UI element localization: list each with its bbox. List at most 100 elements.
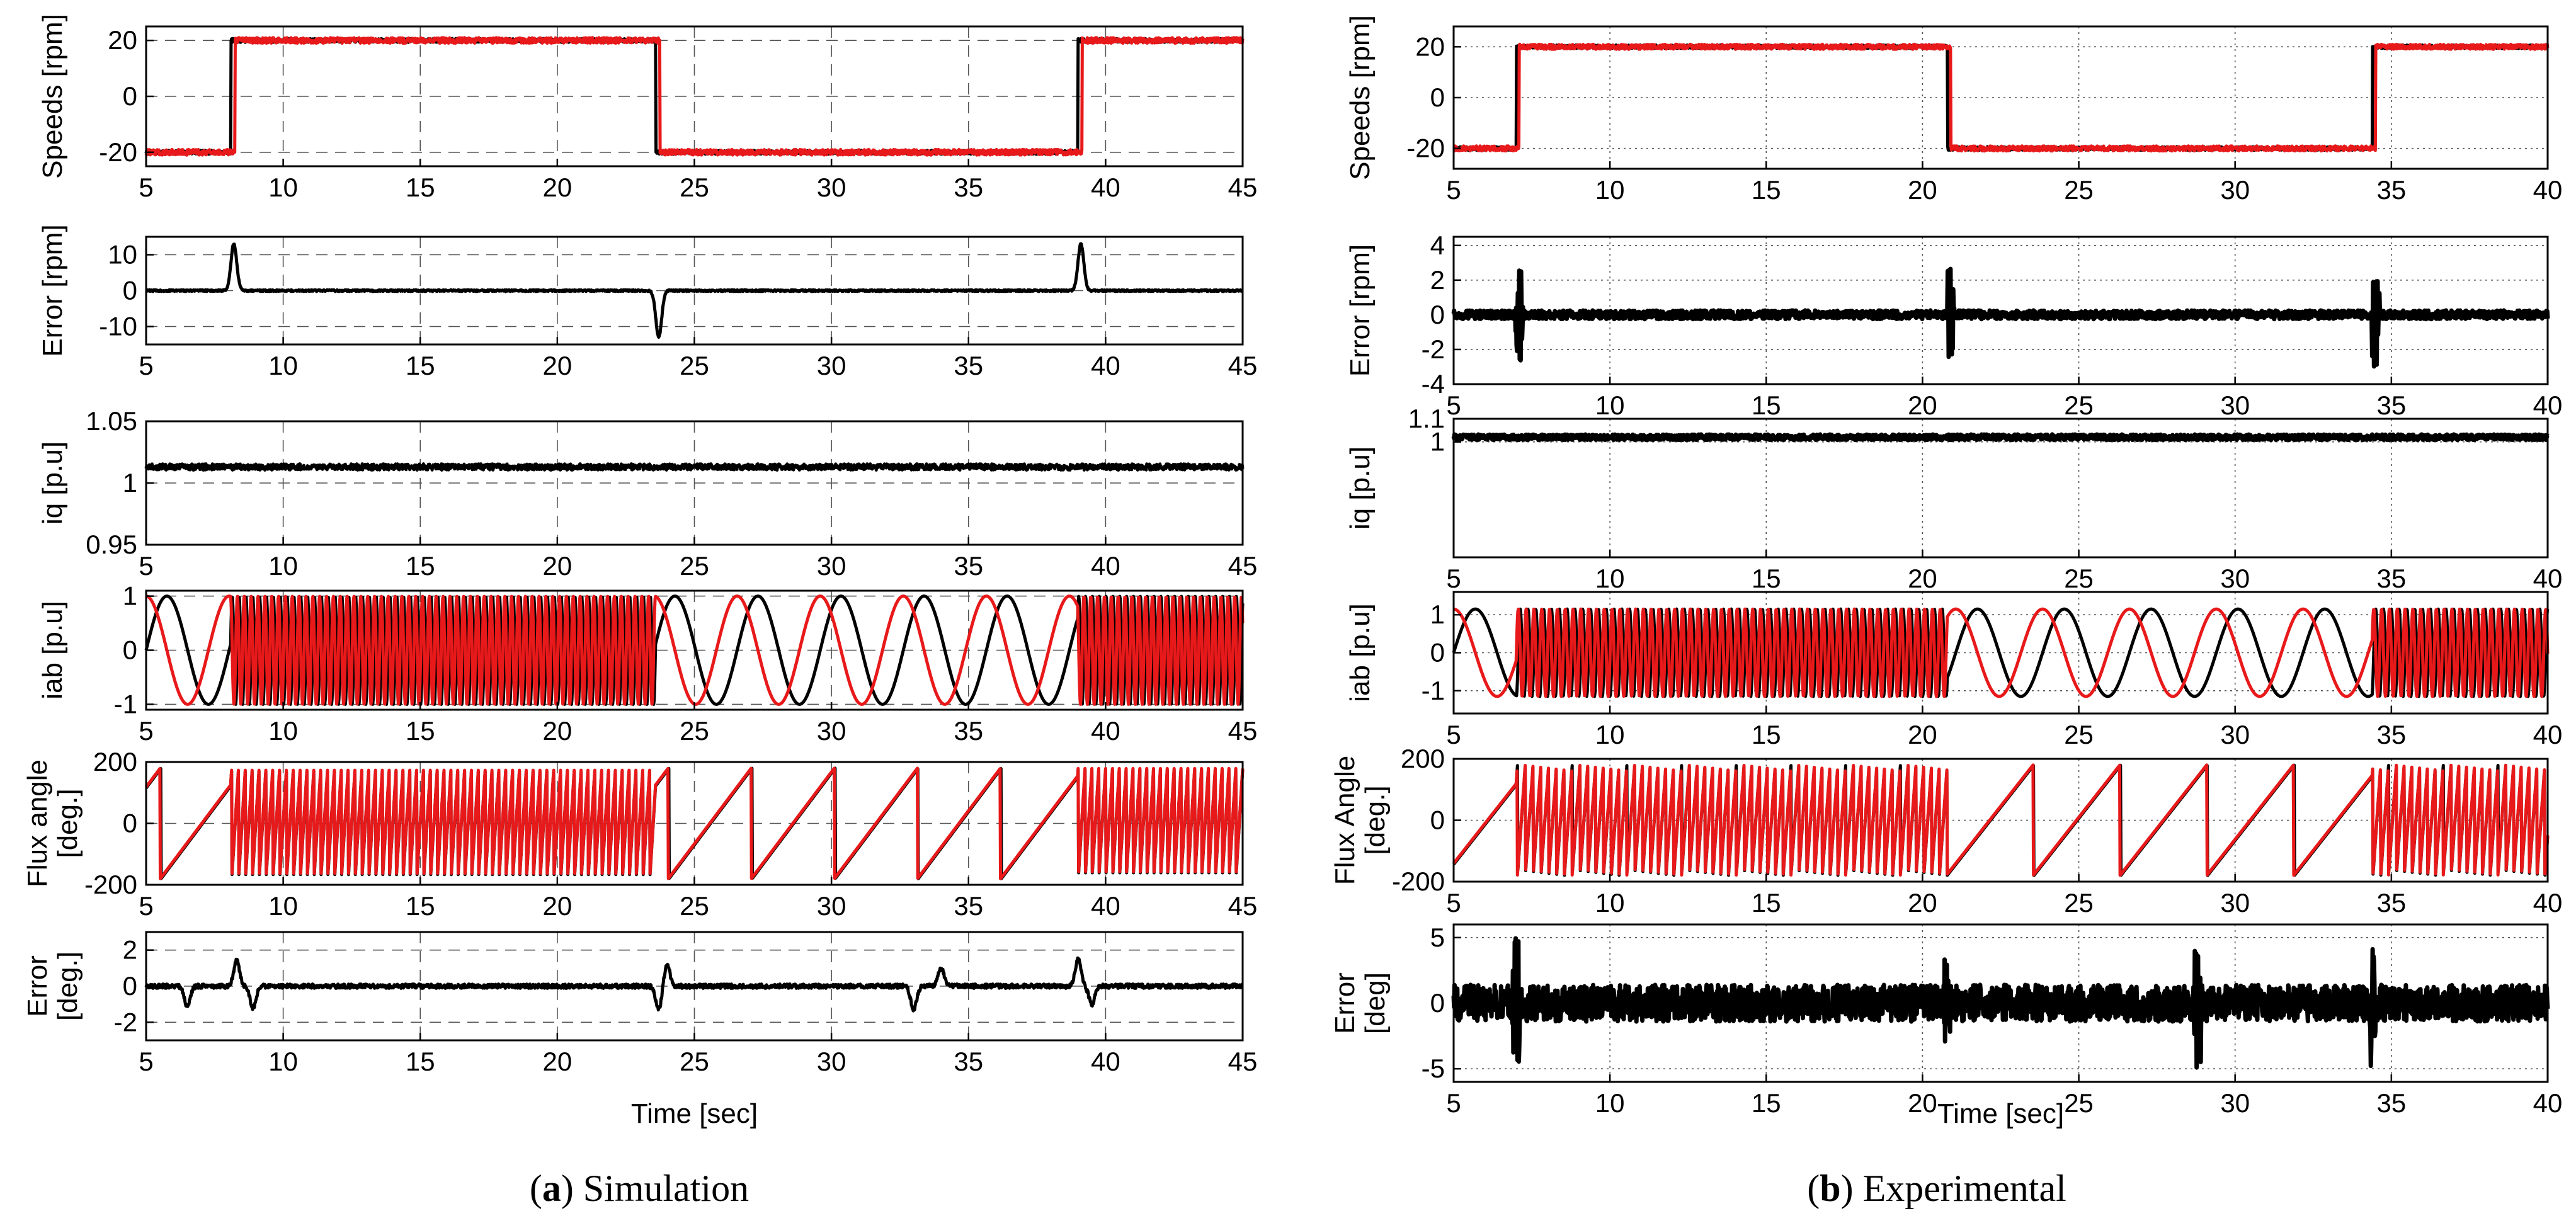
tick-label-x: 30 (817, 891, 846, 921)
y-axis-label: [deg] (1360, 972, 1391, 1034)
tick-label-x: 5 (1446, 888, 1461, 918)
tick-label-x: 15 (406, 891, 435, 921)
tick-label-x: 25 (680, 173, 709, 202)
tick-label-y: -200 (84, 870, 137, 899)
tick-label-x: 20 (1908, 175, 1937, 205)
tick-label-x: 5 (139, 1047, 153, 1076)
tick-label-y: 0 (123, 809, 137, 838)
tick-label-x: 25 (2064, 390, 2094, 420)
tick-label-x: 40 (2533, 888, 2563, 918)
tick-label-x: 35 (2376, 175, 2406, 205)
tick-label-y: 1 (123, 581, 137, 611)
tick-label-x: 10 (268, 173, 298, 202)
y-axis-label: iab [p.u] (1345, 603, 1376, 702)
tick-label-x: 40 (2533, 720, 2563, 749)
tick-label-x: 20 (1908, 564, 1937, 593)
caption-experimental: (b) Experimental (1807, 1168, 2066, 1209)
tick-label-x: 30 (2220, 390, 2250, 420)
tick-label-x: 35 (2376, 564, 2406, 593)
y-axis-label: [deg.] (52, 952, 83, 1021)
tick-label-y: 0 (123, 276, 137, 305)
tick-label-x: 20 (543, 891, 573, 921)
tick-label-x: 40 (1091, 716, 1120, 746)
subplot-a-6: 5 10 15 20 25 30 35 40 45 -2 0 2 Error [deg.] (22, 931, 1257, 1076)
tick-label-x: 45 (1228, 173, 1258, 202)
tick-label-x: 10 (1595, 175, 1625, 205)
y-axis-label: Flux angle (22, 759, 53, 887)
tick-label-x: 20 (1908, 1088, 1937, 1118)
tick-label-y: -200 (1392, 867, 1445, 896)
tick-label-x: 30 (817, 716, 846, 746)
tick-label-y: 20 (1415, 31, 1445, 61)
tick-label-y: 2 (123, 935, 137, 965)
tick-label-x: 30 (817, 1047, 846, 1076)
tick-label-x: 15 (1752, 720, 1781, 749)
subplot-a-4: 5 10 15 20 25 30 35 40 45 -1 0 1 iab [p.u] (37, 581, 1257, 746)
tick-label-x: 20 (543, 551, 573, 581)
subplot-b-6: 5 10 15 20 25 30 35 40 -5 0 5 Error [deg] (1330, 923, 2562, 1118)
x-axis-label: Time [sec] (1937, 1098, 2064, 1129)
tick-label-x: 15 (406, 351, 435, 380)
tick-label-x: 10 (1595, 564, 1625, 593)
tick-label-x: 35 (2376, 1088, 2406, 1118)
tick-label-x: 30 (2220, 564, 2250, 593)
tick-label-x: 25 (2064, 1088, 2094, 1118)
y-axis-label: Error (1330, 972, 1360, 1034)
tick-label-x: 45 (1228, 891, 1258, 921)
tick-label-y: 1.05 (86, 406, 137, 436)
tick-label-x: 35 (2376, 720, 2406, 749)
tick-label-y: 0 (1430, 82, 1445, 112)
subplot-a-2: 5 10 15 20 25 30 35 40 45 -10 0 10 Error [rpm] (37, 224, 1257, 380)
tick-label-x: 15 (406, 551, 435, 581)
tick-label-x: 5 (1446, 720, 1461, 749)
tick-label-x: 35 (954, 351, 983, 380)
tick-label-y: -2 (114, 1007, 137, 1037)
y-axis-label: [deg.] (1360, 785, 1391, 855)
tick-label-y: 0 (1430, 988, 1445, 1018)
series-line-angle-error (144, 956, 1244, 1013)
subplot-a-3: 5 10 15 20 25 30 35 40 45 0.95 1 1.05 iq [p.u] (37, 406, 1257, 581)
subplot-b-5: 5 10 15 20 25 30 35 40 -200 0 200 Flux Angle [deg.] (1330, 744, 2562, 918)
tick-label-x: 25 (2064, 720, 2094, 749)
series-line-iq (1451, 432, 2550, 443)
tick-label-x: 5 (139, 173, 153, 202)
tick-label-x: 20 (543, 1047, 573, 1076)
subplot-a-1: 5 10 15 20 25 30 35 40 45 -20 0 20 Speeds [rpm] (37, 14, 1257, 202)
y-axis-label: Speeds [rpm] (1345, 15, 1376, 180)
tick-label-x: 10 (1595, 720, 1625, 749)
tick-label-x: 25 (2064, 175, 2094, 205)
tick-label-x: 40 (2533, 1088, 2563, 1118)
tick-label-y: -2 (1422, 334, 1445, 364)
tick-label-x: 35 (954, 891, 983, 921)
tick-label-y: 200 (93, 747, 137, 776)
tick-label-y: 0 (123, 635, 137, 665)
tick-label-x: 5 (1446, 390, 1461, 420)
caption-simulation: (a) Simulation (529, 1168, 749, 1209)
tick-label-x: 35 (954, 716, 983, 746)
tick-label-x: 20 (543, 173, 573, 202)
tick-label-y: -4 (1422, 369, 1445, 399)
tick-label-y: -20 (1406, 134, 1445, 163)
tick-label-x: 25 (680, 891, 709, 921)
tick-label-x: 5 (139, 891, 153, 921)
tick-label-x: 30 (2220, 888, 2250, 918)
tick-label-x: 25 (680, 551, 709, 581)
tick-label-x: 15 (1752, 564, 1781, 593)
tick-label-x: 15 (1752, 888, 1781, 918)
tick-label-x: 35 (954, 1047, 983, 1076)
y-axis-label: iq [p.u] (37, 441, 68, 525)
subplot-b-2: 5 10 15 20 25 30 35 40 -4 -2 0 2 4 Error [rpm] (1345, 230, 2562, 420)
y-axis-label: Flux Angle (1330, 756, 1360, 885)
subplot-b-3: 5 10 15 20 25 30 35 40 11.1 iq [p.u] (1345, 404, 2562, 593)
tick-label-x: 40 (2533, 564, 2563, 593)
tick-label-x: 5 (139, 716, 153, 746)
tick-label-y: 2 (1430, 265, 1445, 295)
tick-label-x: 40 (1091, 173, 1120, 202)
tick-label-x: 25 (2064, 564, 2094, 593)
tick-label-x: 30 (2220, 1088, 2250, 1118)
y-axis-label: iq [p.u] (1345, 446, 1376, 530)
subplot-b-1: 5 10 15 20 25 30 35 40 -20 0 20 Speeds [rpm] (1345, 15, 2562, 205)
tick-label-x: 30 (817, 351, 846, 380)
series-line-estimated-speed (144, 36, 1245, 157)
